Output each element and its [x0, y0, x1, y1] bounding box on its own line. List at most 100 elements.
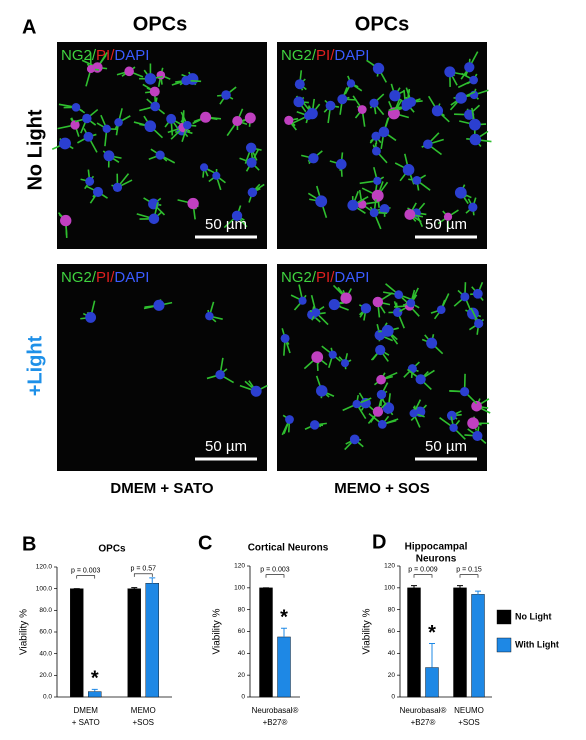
cell-nucleus	[369, 208, 379, 218]
y-tick-label: 0	[241, 694, 245, 701]
cell-nucleus	[85, 311, 97, 323]
cell-nucleus	[71, 103, 81, 112]
y-tick-label: 0	[391, 694, 395, 701]
x-tick-label: Neurobasal®	[252, 706, 299, 715]
cell-nucleus	[181, 75, 191, 86]
cell-nucleus	[92, 186, 104, 198]
y-axis-label: Viability %	[19, 609, 30, 655]
scale-label: 50 µm	[425, 438, 467, 455]
x-tick-label: +B27®	[263, 718, 288, 727]
cell-nucleus	[372, 146, 381, 156]
cell-nucleus	[103, 150, 115, 162]
y-tick-label: 40.0	[39, 650, 52, 657]
cell-nucleus	[232, 116, 243, 127]
y-tick-label: 120	[234, 563, 245, 570]
cell-nucleus	[369, 98, 379, 108]
legend-swatch	[496, 609, 512, 625]
cell-nucleus	[340, 359, 350, 368]
cell-nucleus	[474, 318, 484, 329]
cell-nucleus	[373, 176, 382, 185]
stain-part: PI	[96, 269, 110, 286]
bar	[277, 636, 291, 698]
error-bar	[475, 590, 481, 595]
cell-nucleus	[455, 92, 467, 104]
row-label: +Light	[24, 335, 46, 396]
significance-marker: *	[91, 668, 99, 690]
y-axis-label: Viability %	[212, 608, 223, 654]
stain-label: NG2/PI/DAPI	[281, 269, 369, 286]
y-tick-label: 60	[238, 628, 246, 635]
x-tick-label: DMEM	[74, 706, 99, 715]
cell-nucleus	[306, 108, 318, 120]
cell-nucleus	[372, 296, 384, 308]
cell-nucleus	[376, 389, 387, 400]
chart-title: Hippocampal	[405, 542, 468, 553]
cell-nucleus	[402, 164, 415, 176]
bar	[425, 667, 439, 698]
bar	[70, 588, 84, 698]
cell-nucleus	[311, 308, 321, 317]
cell-nucleus	[59, 137, 71, 150]
cell-nucleus	[394, 290, 404, 299]
cell-nucleus	[449, 423, 458, 432]
stain-part: DAPI	[334, 47, 369, 64]
stain-part: PI	[316, 47, 330, 64]
stain-part: /	[110, 47, 115, 64]
stain-label: NG2/PI/DAPI	[281, 47, 369, 64]
error-bar	[457, 585, 463, 588]
cell-nucleus	[308, 153, 319, 164]
stain-part: /	[312, 269, 317, 286]
bar	[407, 587, 421, 698]
stain-part: PI	[316, 269, 330, 286]
panel-letter: B	[22, 533, 36, 555]
cell-nucleus	[443, 212, 453, 221]
bar	[471, 594, 485, 698]
y-axis-label: Viability %	[362, 608, 373, 654]
cell-nucleus	[468, 202, 478, 212]
cell-nucleus	[454, 186, 467, 199]
cell-nucleus	[335, 158, 347, 170]
cell-nucleus	[404, 209, 416, 220]
x-tick-label: +SOS	[458, 718, 480, 727]
cell-nucleus	[426, 337, 438, 349]
cell-nucleus	[346, 79, 356, 88]
cell-nucleus	[431, 105, 444, 117]
cell-nucleus	[212, 171, 221, 180]
cell-nucleus	[200, 111, 212, 123]
stain-part: DAPI	[334, 269, 369, 286]
cell-nucleus	[166, 113, 177, 124]
cell-nucleus	[315, 195, 328, 208]
cell-nucleus	[309, 420, 320, 430]
micrograph	[57, 264, 267, 471]
column-footer: DMEM + SATO	[110, 480, 214, 497]
bar	[145, 583, 159, 698]
cell-nucleus	[415, 374, 426, 385]
bracket	[265, 574, 285, 578]
cell-nucleus	[144, 120, 157, 133]
cell-nucleus	[70, 120, 80, 130]
y-tick-label: 120	[384, 563, 395, 570]
cell-nucleus	[371, 189, 384, 202]
cell-nucleus	[187, 197, 199, 210]
stain-part: /	[330, 269, 335, 286]
y-tick-label: 20.0	[39, 672, 52, 679]
y-tick-label: 60	[388, 628, 396, 635]
stain-part: NG2	[281, 269, 312, 286]
cell-nucleus	[352, 399, 361, 409]
p-value: p = 0.15	[456, 567, 482, 574]
y-tick-label: 120.0	[36, 564, 53, 571]
cell-nucleus	[460, 387, 470, 397]
cell-nucleus	[375, 344, 386, 356]
cell-nucleus	[340, 292, 352, 304]
cell-nucleus	[205, 311, 214, 321]
cell-nucleus	[382, 402, 395, 414]
scale-label: 50 µm	[205, 438, 247, 455]
y-tick-label: 40	[238, 650, 246, 657]
scale-label: 50 µm	[425, 216, 467, 233]
stain-part: /	[92, 269, 97, 286]
cell-nucleus	[328, 350, 337, 359]
p-value: p = 0.57	[131, 566, 157, 573]
p-value: p = 0.003	[260, 567, 289, 574]
cell-nucleus	[376, 374, 386, 385]
cell-nucleus	[371, 131, 381, 141]
